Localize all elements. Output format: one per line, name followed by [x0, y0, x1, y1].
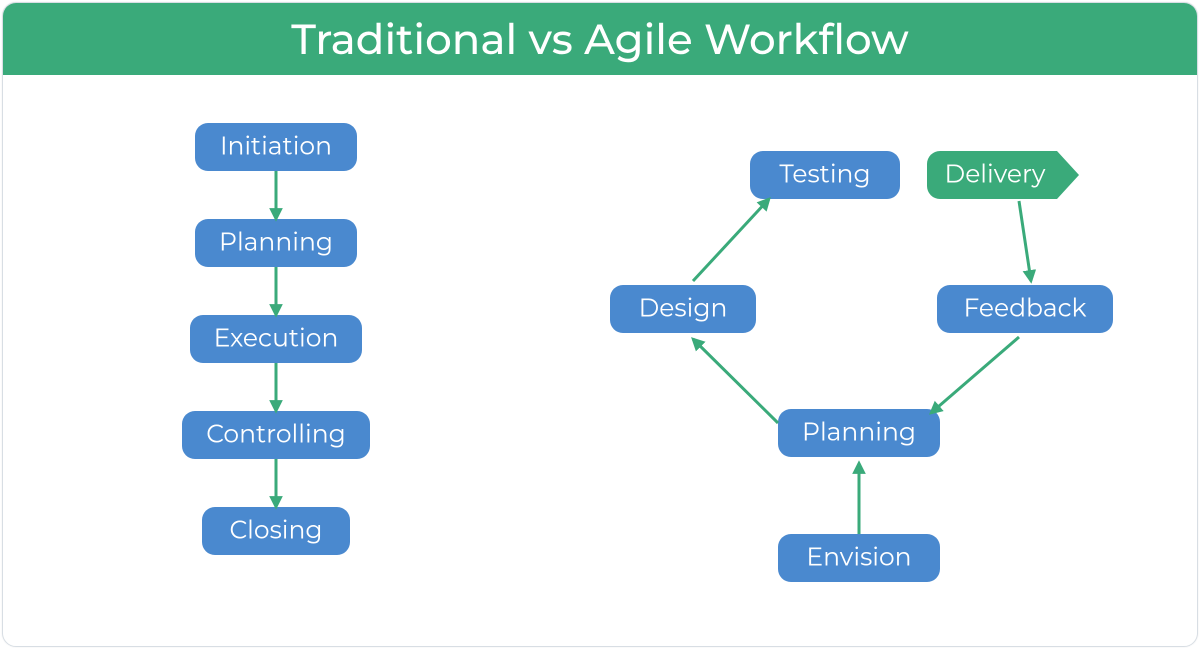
node-design: Design	[610, 285, 756, 333]
node-label-initiation: Initiation	[220, 132, 332, 162]
node-label-execution: Execution	[214, 324, 339, 354]
node-initiation: Initiation	[195, 123, 357, 171]
node-closing: Closing	[202, 507, 350, 555]
node-label-envision: Envision	[806, 543, 911, 573]
node-planning2: Planning	[778, 409, 940, 457]
node-label-planning2: Planning	[802, 418, 916, 448]
diagram-svg: Initiation Planning Execution Controlling Cl…	[3, 3, 1198, 647]
node-label-design: Design	[639, 294, 728, 324]
node-label-delivery: Delivery	[945, 160, 1046, 190]
node-envision: Envision	[778, 534, 940, 582]
node-testing: Testing	[750, 151, 900, 199]
node-controlling: Controlling	[182, 411, 370, 459]
node-label-testing: Testing	[779, 160, 870, 190]
node-label-feedback: Feedback	[964, 294, 1087, 324]
node-delivery: Delivery	[927, 151, 1079, 199]
node-planning: Planning	[195, 219, 357, 267]
node-feedback: Feedback	[937, 285, 1113, 333]
node-execution: Execution	[190, 315, 362, 363]
diagram-card: Traditional vs Agile Workflow Initiation…	[2, 2, 1198, 647]
node-label-controlling: Controlling	[206, 420, 345, 450]
node-label-planning: Planning	[219, 228, 333, 258]
node-label-closing: Closing	[229, 516, 322, 546]
